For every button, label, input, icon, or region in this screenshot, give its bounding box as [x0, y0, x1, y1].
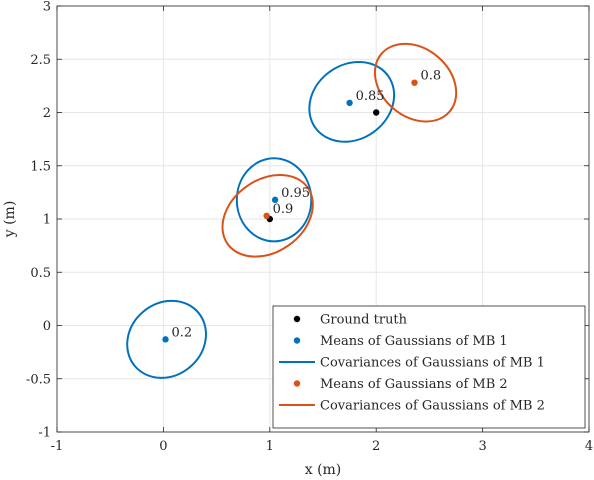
ground-truth-point — [373, 109, 380, 116]
y-tick-label: -0.5 — [26, 372, 51, 387]
x-axis-label: x (m) — [305, 462, 342, 478]
y-tick-label: 2 — [43, 106, 51, 121]
mb2-mean-point — [263, 212, 270, 220]
x-tick-label: 2 — [372, 439, 380, 454]
legend-label: Means of Gaussians of MB 2 — [320, 377, 508, 392]
legend-label: Means of Gaussians of MB 1 — [320, 334, 508, 349]
y-tick-label: 2.5 — [30, 53, 51, 68]
legend: Ground truth Means of Gaussians of MB 1 Co… — [272, 305, 586, 429]
legend-label: Covariances of Gaussians of MB 2 — [320, 399, 545, 414]
mb2-covariance-ellipse — [373, 42, 458, 123]
weight-label: 0.95 — [281, 186, 310, 201]
mb1-covariance-ellipse — [235, 157, 313, 243]
y-tick-label: -1 — [38, 426, 51, 441]
mb1-mean-point — [271, 196, 279, 204]
x-tick-label: 4 — [585, 439, 593, 454]
weight-label: 0.8 — [421, 69, 442, 84]
legend-marker — [293, 315, 301, 323]
weight-label: 0.85 — [356, 89, 385, 104]
legend-box — [272, 305, 586, 429]
mb1-mean-point — [346, 99, 353, 107]
legend-label: Ground truth — [320, 313, 408, 328]
mb2-mean-point — [411, 79, 418, 86]
weight-label: 0.9 — [273, 202, 294, 217]
y-tick-label: 1 — [43, 213, 51, 228]
y-tick-label: 0.5 — [30, 266, 51, 281]
legend-marker — [293, 380, 301, 387]
x-tick-label: 3 — [478, 439, 486, 454]
x-tick-label: 1 — [266, 439, 274, 454]
legend-label: Covariances of Gaussians of MB 1 — [320, 356, 545, 371]
mb1-covariance-ellipse — [126, 299, 207, 379]
y-axis-label: y (m) — [2, 201, 18, 239]
x-tick-label: -1 — [51, 439, 64, 454]
axis-ticks: -1 0 1 2 3 4 -1 -0.5 0 0.5 1 1.5 2 2.5 3 — [26, 0, 593, 454]
y-tick-label: 0 — [43, 319, 51, 334]
mb1-mean-point — [162, 336, 169, 343]
mb2-covariance-ellipse — [221, 173, 314, 258]
y-tick-label: 1.5 — [30, 159, 51, 174]
weight-annotations: 0.9 0.8 0.2 0.95 0.85 — [172, 69, 442, 341]
mb1-covariance-ellipse — [308, 60, 396, 143]
legend-marker — [293, 337, 301, 344]
y-tick-label: 3 — [43, 0, 51, 15]
weight-label: 0.2 — [172, 325, 193, 340]
data-points — [162, 79, 418, 343]
covariance-ellipses — [126, 42, 458, 379]
x-tick-label: 0 — [159, 439, 167, 454]
